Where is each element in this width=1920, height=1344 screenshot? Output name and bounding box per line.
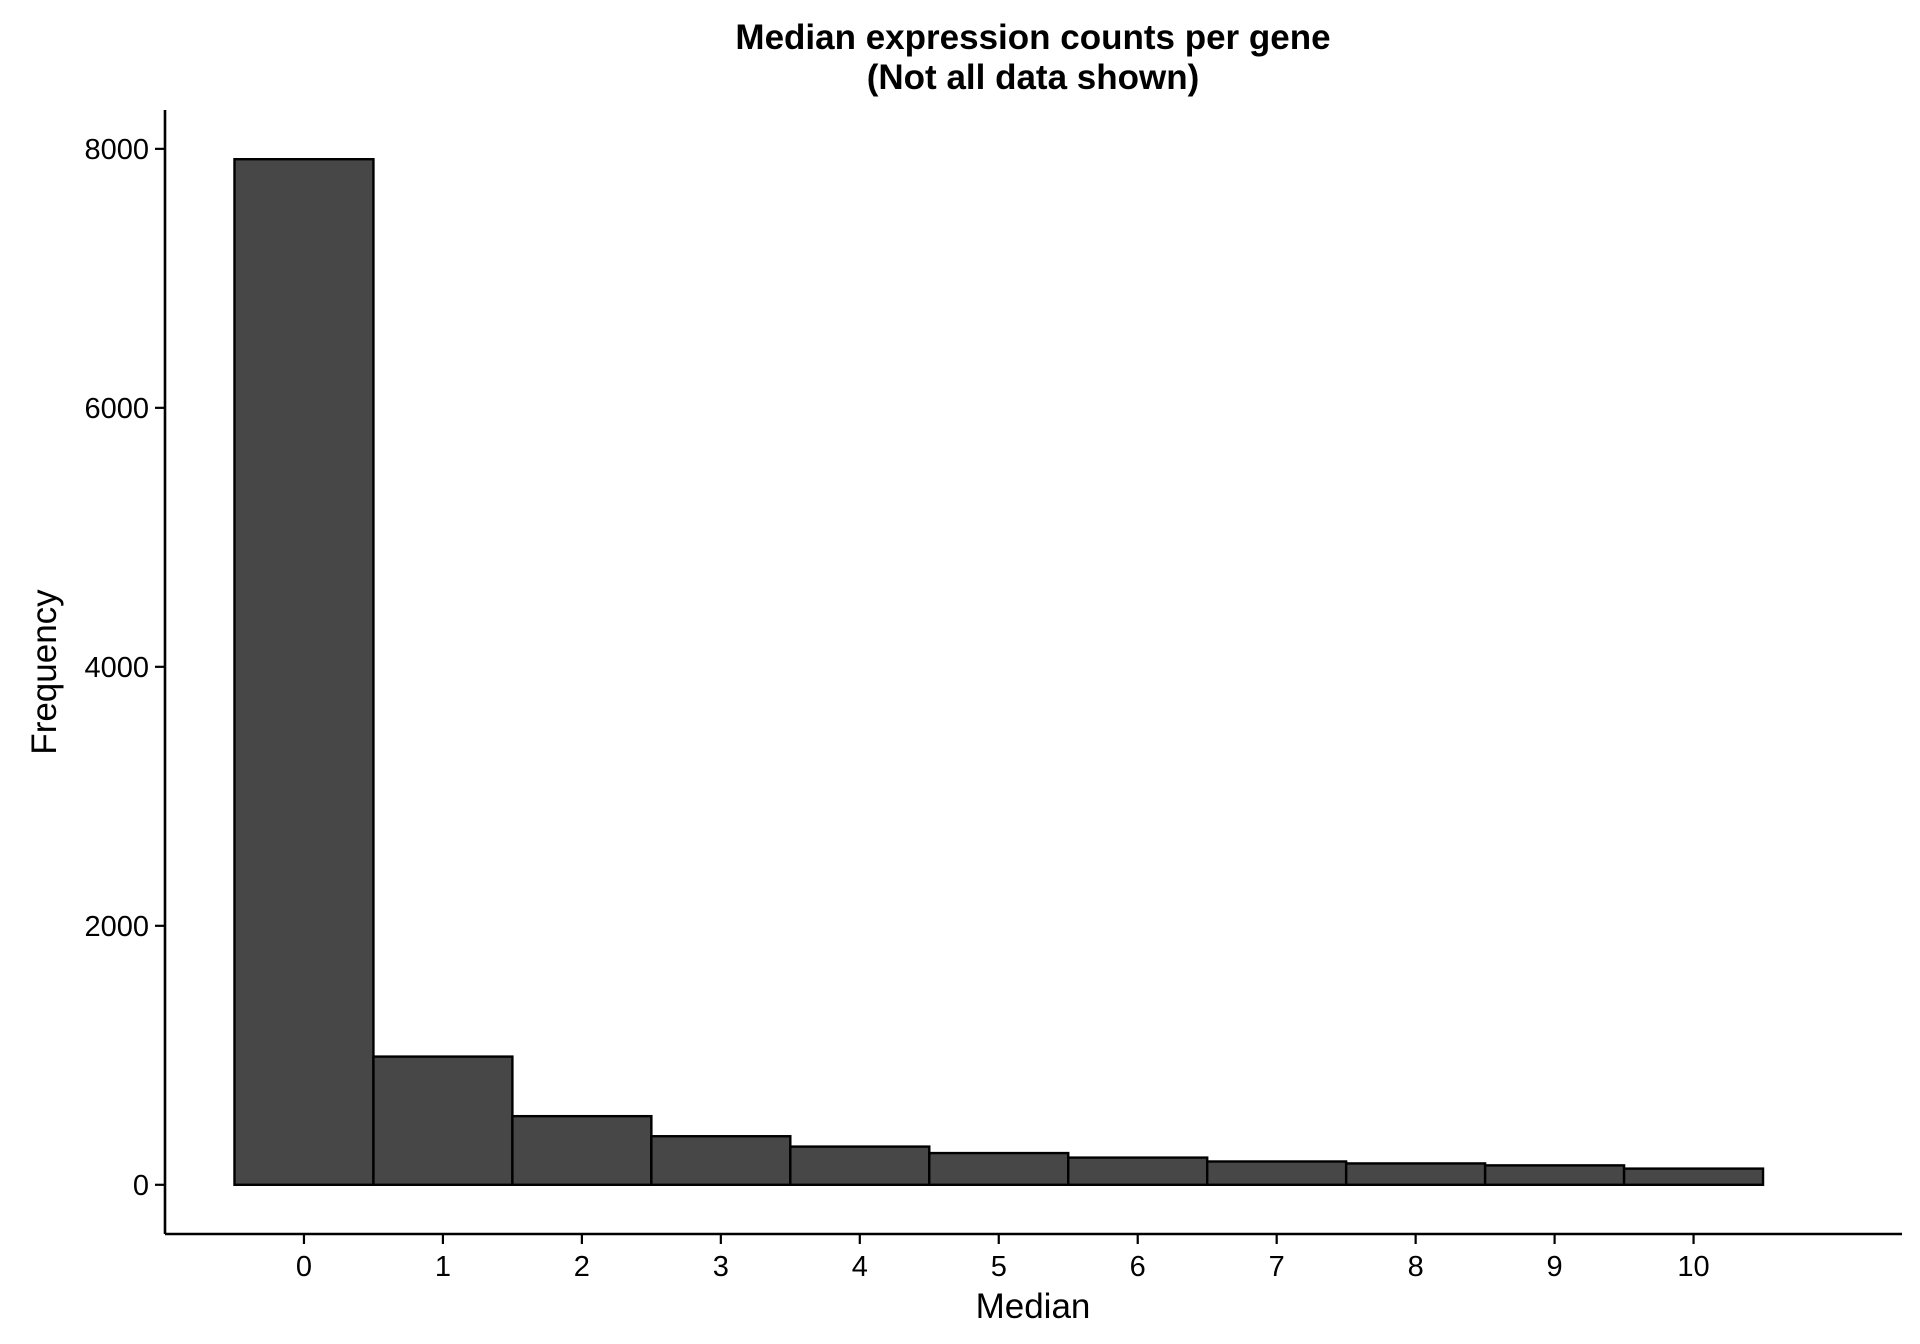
bar-5 <box>928 1151 1070 1186</box>
y-axis-title: Frequency <box>25 589 64 755</box>
bar-10 <box>1622 1167 1765 1186</box>
bar-7 <box>1205 1160 1348 1186</box>
y-ticks-group: 0 2000 4000 6000 8000 <box>84 134 165 1202</box>
y-tick-label: 8000 <box>84 134 149 166</box>
y-tick-label: 6000 <box>84 393 149 425</box>
y-tick-label: 2000 <box>84 911 149 943</box>
x-ticks-group: 0 1 2 3 4 5 6 7 8 9 10 <box>296 1234 1710 1283</box>
bar-0 <box>233 158 375 1186</box>
bar-3 <box>650 1135 792 1186</box>
bar-1 <box>372 1055 514 1186</box>
bar-2 <box>511 1114 653 1186</box>
y-tick-label: 4000 <box>84 652 149 684</box>
x-tick-label: 4 <box>852 1251 868 1283</box>
bar-9 <box>1483 1164 1626 1186</box>
x-tick-label: 6 <box>1130 1251 1146 1283</box>
y-tick-label: 0 <box>133 1170 149 1202</box>
x-tick-label: 5 <box>991 1251 1007 1283</box>
chart-subtitle: (Not all data shown) <box>867 58 1200 97</box>
x-tick-label: 7 <box>1269 1251 1285 1283</box>
bars-group <box>233 158 1765 1186</box>
x-tick-label: 2 <box>574 1251 590 1283</box>
x-tick-label: 1 <box>435 1251 451 1283</box>
x-tick-label: 8 <box>1408 1251 1424 1283</box>
x-tick-label: 9 <box>1547 1251 1563 1283</box>
bar-6 <box>1067 1156 1209 1186</box>
bar-4 <box>789 1145 931 1186</box>
x-axis-title: Median <box>976 1287 1091 1326</box>
x-tick-label: 3 <box>713 1251 729 1283</box>
x-tick-label: 10 <box>1677 1251 1709 1283</box>
x-tick-label: 0 <box>296 1251 312 1283</box>
chart-title: Median expression counts per gene <box>735 18 1330 57</box>
bar-8 <box>1344 1162 1487 1186</box>
